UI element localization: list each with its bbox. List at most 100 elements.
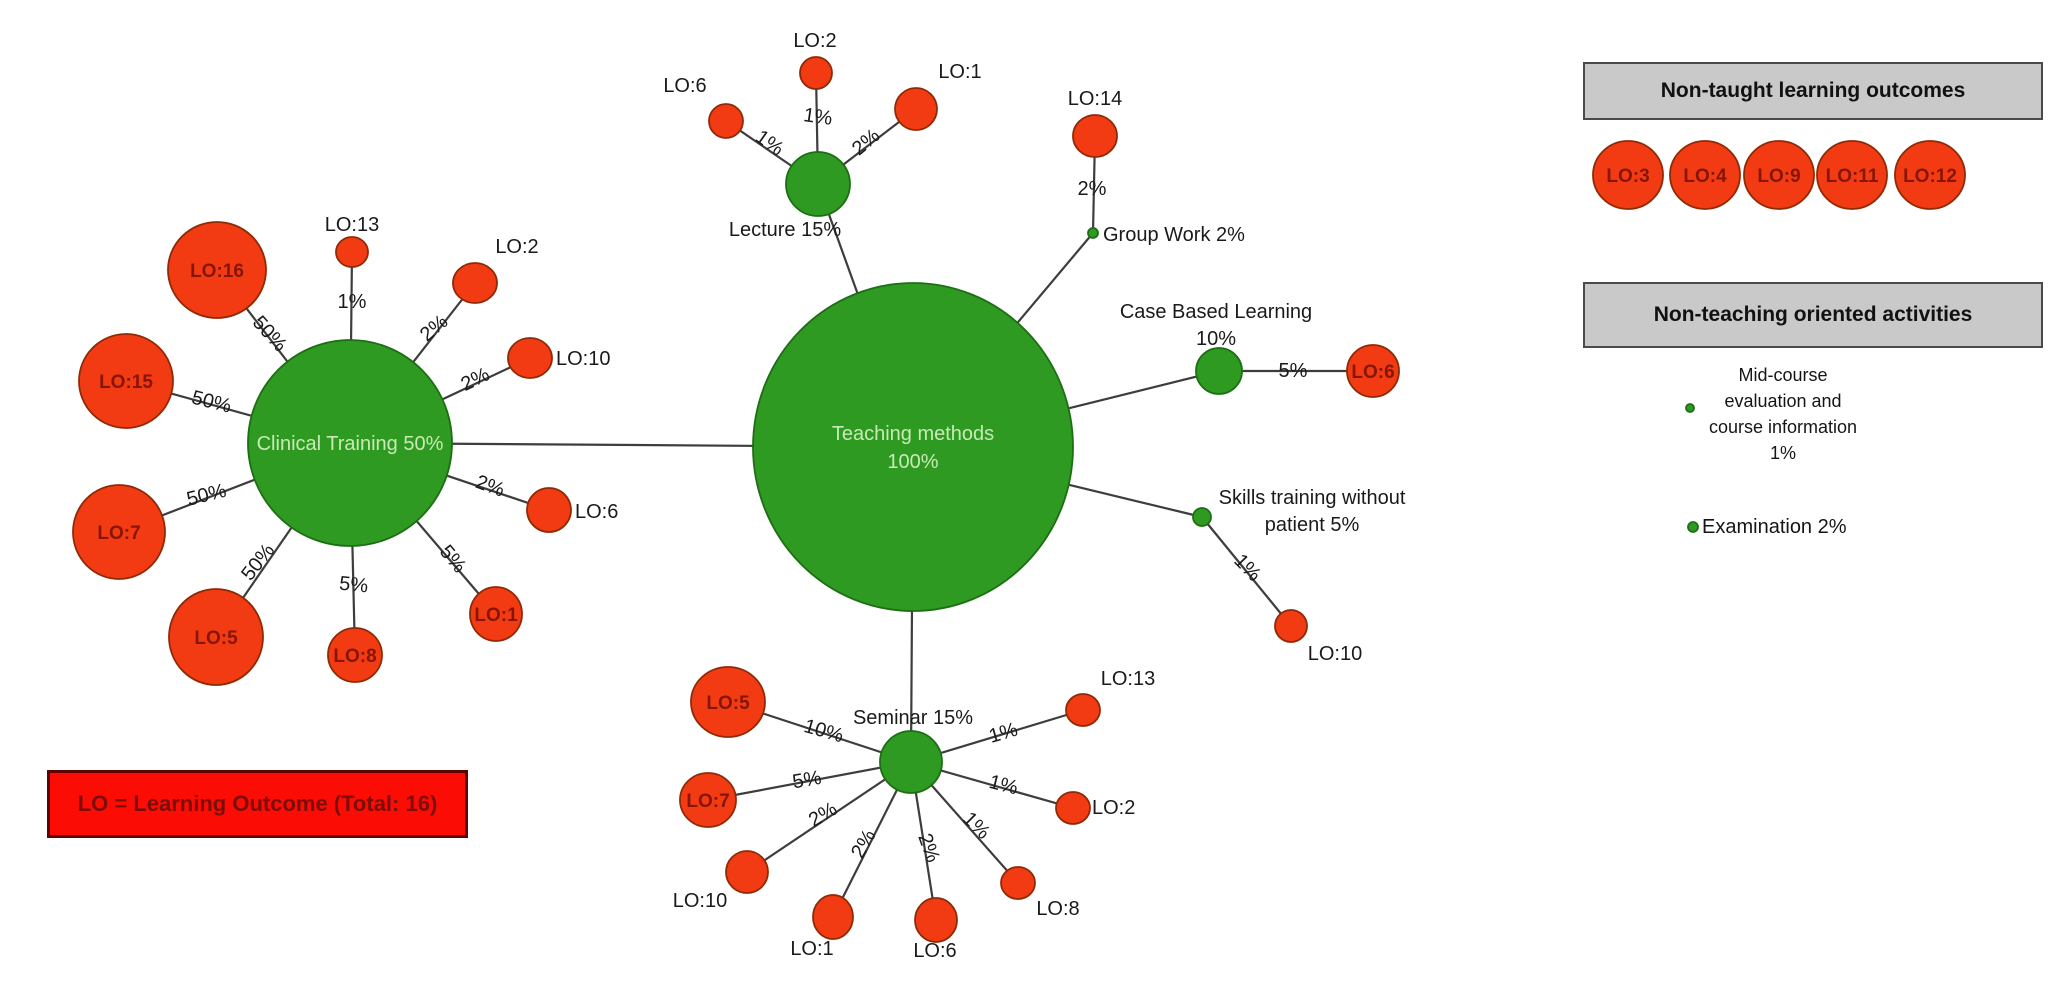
edge-label-cbl-cbl6: 5% xyxy=(1279,360,1308,382)
node-label-c1: LO:1 xyxy=(474,605,518,626)
node-label-seminar: Seminar 15% xyxy=(853,707,973,729)
node-teaching xyxy=(752,282,1074,612)
node-m1 xyxy=(812,894,854,940)
node-label-leg12: LO:12 xyxy=(1903,166,1957,187)
node-label-groupdot: Group Work 2% xyxy=(1103,224,1245,246)
edge-label-seminar-m7: 5% xyxy=(791,767,824,794)
edge-label-clinical-c15: 50% xyxy=(189,387,233,418)
examination-label: Examination 2% xyxy=(1702,516,1847,538)
node-label-c5: LO:5 xyxy=(194,628,238,649)
edge-label-seminar-m5: 10% xyxy=(801,715,846,747)
edge-label-clinical-c7: 50% xyxy=(184,480,228,511)
edge-label-clinical-c5: 50% xyxy=(237,540,279,585)
node-label-l2: LO:2 xyxy=(793,30,836,52)
node-label-c10: LO:10 xyxy=(556,348,610,370)
node-label-c7: LO:7 xyxy=(97,523,140,544)
edge-label-seminar-m2: 1% xyxy=(987,771,1021,799)
node-label-lecture: Lecture 15% xyxy=(729,219,842,241)
node-groupdot xyxy=(1087,227,1099,239)
edge-label-lecture-l1: 2% xyxy=(848,125,884,161)
node-label-teaching: Teaching methods xyxy=(832,423,994,445)
node-label-cbl: Case Based Learning xyxy=(1120,301,1312,323)
node-c5 xyxy=(168,588,264,686)
edge-label-lecture-l6: 1% xyxy=(751,126,787,161)
node-m8 xyxy=(1000,866,1036,900)
node-c2 xyxy=(452,262,498,304)
node-label-leg11: LO:11 xyxy=(1826,166,1879,187)
node-c16 xyxy=(167,221,267,319)
edge-label-clinical-c13: 1% xyxy=(338,291,367,313)
non-taught-outcomes-header: Non-taught learning outcomes xyxy=(1583,62,2043,120)
node-label-l1: LO:1 xyxy=(938,61,981,83)
node-label-m8: LO:8 xyxy=(1036,898,1079,920)
node-lecture xyxy=(785,151,851,217)
node-c6 xyxy=(526,487,572,533)
node-label-s10: LO:10 xyxy=(1308,643,1362,665)
node-m7 xyxy=(679,772,737,828)
mid-course-line-2: evaluation and xyxy=(1724,391,1842,411)
node-label-g14: LO:14 xyxy=(1068,88,1122,110)
node-cbl xyxy=(1195,347,1243,395)
node-label-m5: LO:5 xyxy=(706,693,750,714)
edge-label-seminar-m6: 2% xyxy=(913,831,944,866)
node-label-l6: LO:6 xyxy=(663,75,706,97)
mid-course-evaluation-label: Mid-course evaluation and course informa… xyxy=(1688,362,1878,466)
node-label-m1: LO:1 xyxy=(790,938,833,960)
node-leg3 xyxy=(1592,140,1664,210)
node-label-c2: LO:2 xyxy=(495,236,538,258)
node-m6 xyxy=(914,897,958,943)
edge-label-clinical-c10: 2% xyxy=(458,363,494,396)
edge-label-skillsdot-s10: 1% xyxy=(1229,550,1265,586)
node-clinical xyxy=(247,339,453,547)
node-s10 xyxy=(1274,609,1308,643)
edge-label-clinical-c6: 2% xyxy=(473,471,508,502)
mid-course-line-4: 1% xyxy=(1769,443,1796,463)
edge-label-clinical-c2: 2% xyxy=(416,311,452,347)
node-c8 xyxy=(327,627,383,683)
edge-label-clinical-c8: 5% xyxy=(338,573,369,598)
node-m5 xyxy=(690,666,766,738)
node-seminar xyxy=(879,730,943,794)
node-middot xyxy=(1685,403,1695,413)
node-c15 xyxy=(78,333,174,429)
edge-label-seminar-m8: 1% xyxy=(958,808,994,844)
node-label-c8: LO:8 xyxy=(333,646,376,667)
node-label-m13: LO:13 xyxy=(1101,668,1155,690)
node-c1 xyxy=(469,586,523,642)
edge-label-seminar-m13: 1% xyxy=(986,719,1020,748)
node-m13 xyxy=(1065,693,1101,727)
edge-label-lecture-l2: 1% xyxy=(802,104,834,130)
node-label-m6: LO:6 xyxy=(913,940,956,962)
node-leg11 xyxy=(1816,140,1888,210)
node-label-c13: LO:13 xyxy=(325,214,379,236)
node-label-skillsdot: Skills training without xyxy=(1219,487,1406,509)
node-l6 xyxy=(708,103,744,139)
node-leg9 xyxy=(1743,140,1815,210)
mid-course-line-1: Mid-course xyxy=(1738,365,1828,385)
node-c10 xyxy=(507,337,553,379)
node-label-m7: LO:7 xyxy=(686,791,729,812)
edge-label-clinical-c1: 5% xyxy=(435,541,471,577)
node-label-c6: LO:6 xyxy=(575,501,618,523)
node-label-leg4: LO:4 xyxy=(1683,166,1727,187)
edge-skillsdot-s10 xyxy=(1201,516,1292,627)
edge-seminar-m10 xyxy=(746,761,912,873)
edge-label-seminar-m10: 2% xyxy=(805,798,841,832)
node-label-c15: LO:15 xyxy=(99,372,153,393)
node-skillsdot xyxy=(1192,507,1212,527)
node-label-cbl6: LO:6 xyxy=(1351,362,1394,383)
node-label-skillsdot: patient 5% xyxy=(1265,514,1360,536)
node-cbl6 xyxy=(1346,344,1400,398)
node-label-m10: LO:10 xyxy=(673,890,727,912)
lo-abbreviation-legend: LO = Learning Outcome (Total: 16) xyxy=(47,770,468,838)
node-label-leg9: LO:9 xyxy=(1757,166,1800,187)
node-m10 xyxy=(725,850,769,894)
node-label-teaching: 100% xyxy=(887,451,938,473)
node-l1 xyxy=(894,87,938,131)
node-l2 xyxy=(799,56,833,90)
node-leg4 xyxy=(1669,140,1741,210)
mid-course-line-3: course information xyxy=(1708,417,1858,437)
node-leg12 xyxy=(1894,140,1966,210)
